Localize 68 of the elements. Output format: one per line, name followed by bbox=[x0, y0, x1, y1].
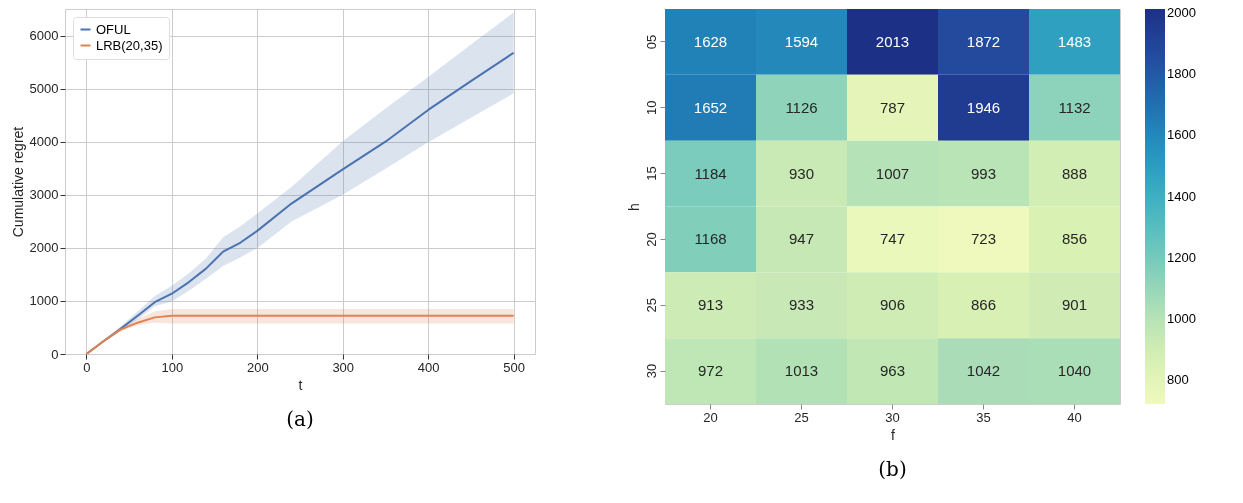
y-tick-label: 20 bbox=[643, 232, 659, 247]
data-label: 947 bbox=[788, 230, 815, 248]
y-tick-label: 05 bbox=[643, 34, 659, 50]
data-label: 1126 bbox=[785, 98, 818, 116]
y-tick-label: 1000 bbox=[29, 293, 59, 309]
data-label: 930 bbox=[788, 164, 815, 182]
x-tick-label: 25 bbox=[794, 409, 809, 425]
x-tick-label: 500 bbox=[503, 359, 525, 375]
data-label: 972 bbox=[697, 362, 724, 380]
data-label: 1013 bbox=[784, 362, 819, 380]
data-label: 866 bbox=[970, 296, 997, 314]
x-tick-label: 100 bbox=[161, 359, 184, 375]
data-label: 906 bbox=[879, 296, 906, 314]
data-label: 723 bbox=[970, 230, 997, 248]
data-label: 1946 bbox=[966, 98, 1001, 116]
data-label: 787 bbox=[879, 98, 906, 116]
y-tick-label: 6000 bbox=[29, 28, 59, 44]
y-tick-label: 3000 bbox=[29, 187, 59, 203]
x-tick-label: 40 bbox=[1067, 409, 1082, 425]
y-tick-label: 2000 bbox=[29, 240, 59, 256]
data-label: 747 bbox=[879, 230, 906, 248]
data-label: 1872 bbox=[966, 32, 1001, 50]
y-tick-label: 25 bbox=[643, 298, 659, 313]
legend-label: LRB(20,35) bbox=[96, 37, 163, 53]
data-label: 1007 bbox=[875, 164, 910, 182]
color-bar-label: 1000 bbox=[1167, 311, 1196, 327]
data-label: 1040 bbox=[1057, 362, 1092, 380]
color-bar-label: 1400 bbox=[1167, 188, 1196, 204]
data-label: 993 bbox=[970, 164, 997, 182]
data-label: 1168 bbox=[694, 230, 727, 248]
y-axis-title: Cumulative regret bbox=[9, 126, 26, 238]
x-tick-label: 20 bbox=[703, 409, 718, 425]
data-label: 913 bbox=[697, 296, 724, 314]
data-label: 1184 bbox=[694, 164, 727, 182]
y-tick-label: 0 bbox=[51, 346, 59, 362]
color-bar-label: 800 bbox=[1167, 372, 1189, 388]
text: (a) bbox=[286, 407, 314, 431]
text: (b) bbox=[878, 457, 907, 481]
legend-label: OFUL bbox=[96, 21, 131, 37]
x-tick-label: 400 bbox=[417, 359, 440, 375]
x-tick-label: 30 bbox=[885, 409, 900, 425]
x-tick-label: 35 bbox=[976, 409, 991, 425]
color-bar-label: 1600 bbox=[1167, 127, 1196, 143]
color-bar-label: 1800 bbox=[1167, 66, 1196, 82]
y-tick-label: 15 bbox=[643, 166, 659, 181]
data-label: 1594 bbox=[784, 32, 819, 50]
x-tick-label: 300 bbox=[332, 359, 355, 375]
y-tick-label: 5000 bbox=[29, 81, 59, 97]
x-axis-title: f bbox=[891, 426, 896, 443]
data-label: 1483 bbox=[1057, 32, 1092, 50]
y-tick-label: 10 bbox=[643, 100, 659, 115]
data-label: 933 bbox=[788, 296, 815, 314]
data-label: 888 bbox=[1061, 164, 1088, 182]
data-label: 2013 bbox=[875, 32, 910, 50]
y-axis-title: h bbox=[625, 203, 642, 211]
data-label: 1132 bbox=[1058, 98, 1091, 116]
color-bar-label: 2000 bbox=[1167, 4, 1196, 20]
data-label: 856 bbox=[1061, 230, 1088, 248]
data-label: 901 bbox=[1061, 296, 1088, 314]
data-label: 1042 bbox=[966, 362, 1001, 380]
data-label: 963 bbox=[879, 362, 906, 380]
x-tick-label: 0 bbox=[83, 359, 91, 375]
data-label: 1628 bbox=[693, 32, 728, 50]
x-tick-label: 200 bbox=[246, 359, 269, 375]
color-bar-label: 1200 bbox=[1167, 249, 1196, 265]
y-tick-label: 4000 bbox=[29, 134, 59, 150]
x-axis-title: t bbox=[298, 376, 303, 393]
data-label: 1652 bbox=[693, 98, 728, 116]
